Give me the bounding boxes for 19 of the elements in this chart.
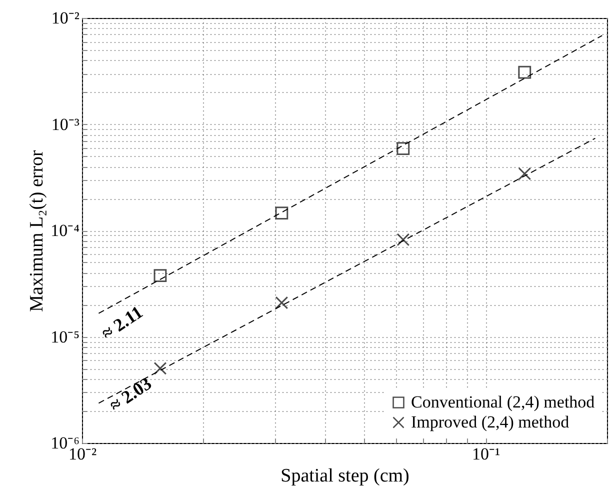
point — [396, 142, 410, 156]
point — [396, 233, 410, 246]
point — [154, 362, 167, 375]
point — [275, 296, 288, 310]
point — [518, 66, 532, 79]
y-tick-label: 10⁻³ — [51, 114, 80, 134]
point — [154, 269, 167, 282]
x-axis-title: Spatial step (cm) — [280, 466, 410, 486]
point — [275, 206, 288, 220]
annotation: ≈ 2.11 — [98, 302, 146, 344]
point — [518, 167, 532, 180]
y-tick-label: 10⁻² — [51, 8, 80, 28]
x-tick-label: 10⁻¹ — [472, 444, 500, 464]
legend-label: Improved (2,4) method — [411, 412, 570, 432]
y-axis-title: Maximum L₂(t) error — [26, 149, 48, 312]
annotation: ≈ 2.03 — [106, 373, 156, 416]
y-tick-label: 10⁻⁵ — [50, 327, 80, 346]
y-tick-label: 10⁻⁴ — [50, 221, 80, 240]
legend-label: Conventional (2,4) method — [411, 392, 596, 412]
